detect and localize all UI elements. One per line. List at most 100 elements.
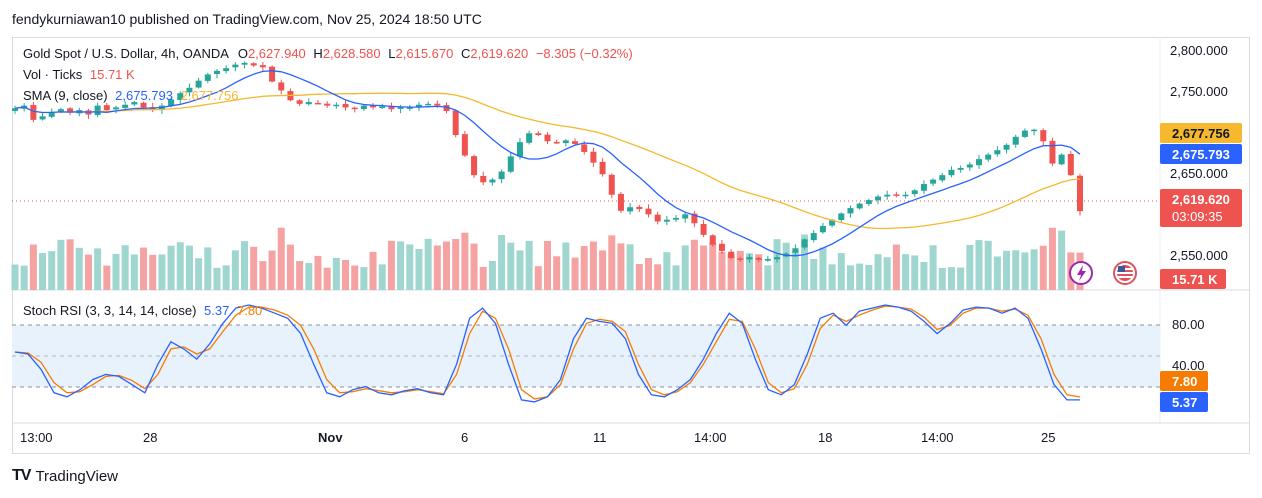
volume-bar <box>516 250 524 290</box>
volume-bar <box>690 239 698 290</box>
sma-legend[interactable]: SMA (9, close) 2,675.793 2,677.756 <box>23 88 238 103</box>
volume-bar <box>387 240 395 290</box>
low-label: L <box>388 46 396 61</box>
time-label: 25 <box>1041 430 1055 445</box>
candle-body <box>39 116 46 120</box>
candle-body <box>57 109 64 112</box>
volume-bar <box>938 267 946 290</box>
volume-bar <box>617 243 625 290</box>
symbol-legend[interactable]: Gold Spot / U.S. Dollar, 4h, OANDA O2,62… <box>23 46 633 61</box>
candle-body <box>480 175 487 183</box>
time-label: 18 <box>818 430 832 445</box>
candle-body <box>627 207 634 212</box>
volume-bar <box>764 265 772 290</box>
candle-body <box>1003 144 1010 150</box>
lightning-icon[interactable] <box>1069 261 1093 285</box>
candle-body <box>608 174 615 195</box>
volume-bar <box>498 235 506 290</box>
candle-body <box>902 194 909 197</box>
candle-body <box>911 190 918 195</box>
stoch-tick: 80.00 <box>1172 317 1205 332</box>
volume-bar <box>424 238 432 290</box>
volume-bar <box>268 250 276 290</box>
candle-body <box>673 217 680 220</box>
volume-bar <box>130 254 138 290</box>
volume-bar <box>204 247 212 290</box>
volume-bar <box>984 240 992 290</box>
chart-frame[interactable] <box>12 37 1250 454</box>
us-flag-icon[interactable] <box>1113 261 1137 285</box>
close-price-badge <box>1160 189 1242 227</box>
candle-body <box>333 104 340 107</box>
volume-bar <box>782 242 790 290</box>
candle-body <box>718 243 725 251</box>
volume-bar <box>672 265 680 290</box>
price-tick: 2,550.000 <box>1170 248 1228 263</box>
volume-bar <box>810 259 818 290</box>
stoch-legend[interactable]: Stoch RSI (3, 3, 14, 14, close) 5.37 7.8… <box>23 303 262 318</box>
candle-body <box>12 108 18 111</box>
candle-body <box>819 225 826 233</box>
candle-body <box>948 169 955 176</box>
candle-body <box>204 74 211 81</box>
volume-bar <box>250 246 258 290</box>
candle-body <box>966 164 973 168</box>
volume-bar <box>801 234 809 290</box>
candle-body <box>406 107 413 109</box>
candle-body <box>1031 129 1038 132</box>
candle-body <box>471 156 478 176</box>
volume-label: Vol · Ticks <box>23 67 83 82</box>
volume-bar <box>323 267 331 290</box>
candle-body <box>223 68 230 72</box>
volume-bar <box>121 245 129 290</box>
candle-body <box>443 105 450 111</box>
candle-body <box>30 104 37 120</box>
candle-body <box>1040 130 1047 142</box>
price-tick: 2,650.000 <box>1170 166 1228 181</box>
candle-body <box>397 107 404 109</box>
time-label: 6 <box>461 430 468 445</box>
volume-legend[interactable]: Vol · Ticks 15.71 K <box>23 67 135 82</box>
price-tick: 2,750.000 <box>1170 84 1228 99</box>
volume-bar <box>369 251 377 290</box>
volume-bar <box>819 247 827 290</box>
candle-body <box>792 248 799 253</box>
sma-fast-line <box>14 70 1081 257</box>
candle-body <box>232 64 239 68</box>
candle-body <box>746 257 753 260</box>
brand-name: TradingView <box>35 467 118 485</box>
volume-bar <box>259 261 267 290</box>
volume-bar <box>112 253 120 290</box>
volume-bar <box>534 266 542 290</box>
candle-body <box>342 103 349 108</box>
candle-body <box>700 224 707 235</box>
volume-bar <box>1021 252 1029 290</box>
candle-body <box>976 159 983 166</box>
volume-bar <box>902 254 910 290</box>
volume-bar <box>700 245 708 290</box>
candle-body <box>535 133 542 136</box>
candle-body <box>764 258 771 261</box>
volume-bar <box>332 257 340 290</box>
candle-body <box>415 104 422 107</box>
footer-brand[interactable]: TV TradingView <box>12 467 118 485</box>
high-label: H <box>313 46 323 61</box>
volume-bar <box>791 250 799 290</box>
volume-bar <box>947 267 955 290</box>
sma-slow-badge-text: 2,677.756 <box>1172 126 1230 141</box>
volume-bar <box>654 264 662 290</box>
volume-bar <box>544 240 551 290</box>
candle-body <box>112 107 119 110</box>
candle-body <box>388 105 395 110</box>
stoch-k-line <box>14 304 1080 403</box>
volume-bar <box>342 259 350 290</box>
volume-bar <box>314 255 322 290</box>
volume-bar <box>599 250 607 290</box>
close-value: 2,619.620 <box>470 46 529 61</box>
volume-bar <box>231 250 239 290</box>
time-label: Nov <box>318 430 343 445</box>
candle-body <box>1049 140 1056 164</box>
stoch-d-badge <box>1160 371 1208 391</box>
candle-body <box>186 87 193 93</box>
